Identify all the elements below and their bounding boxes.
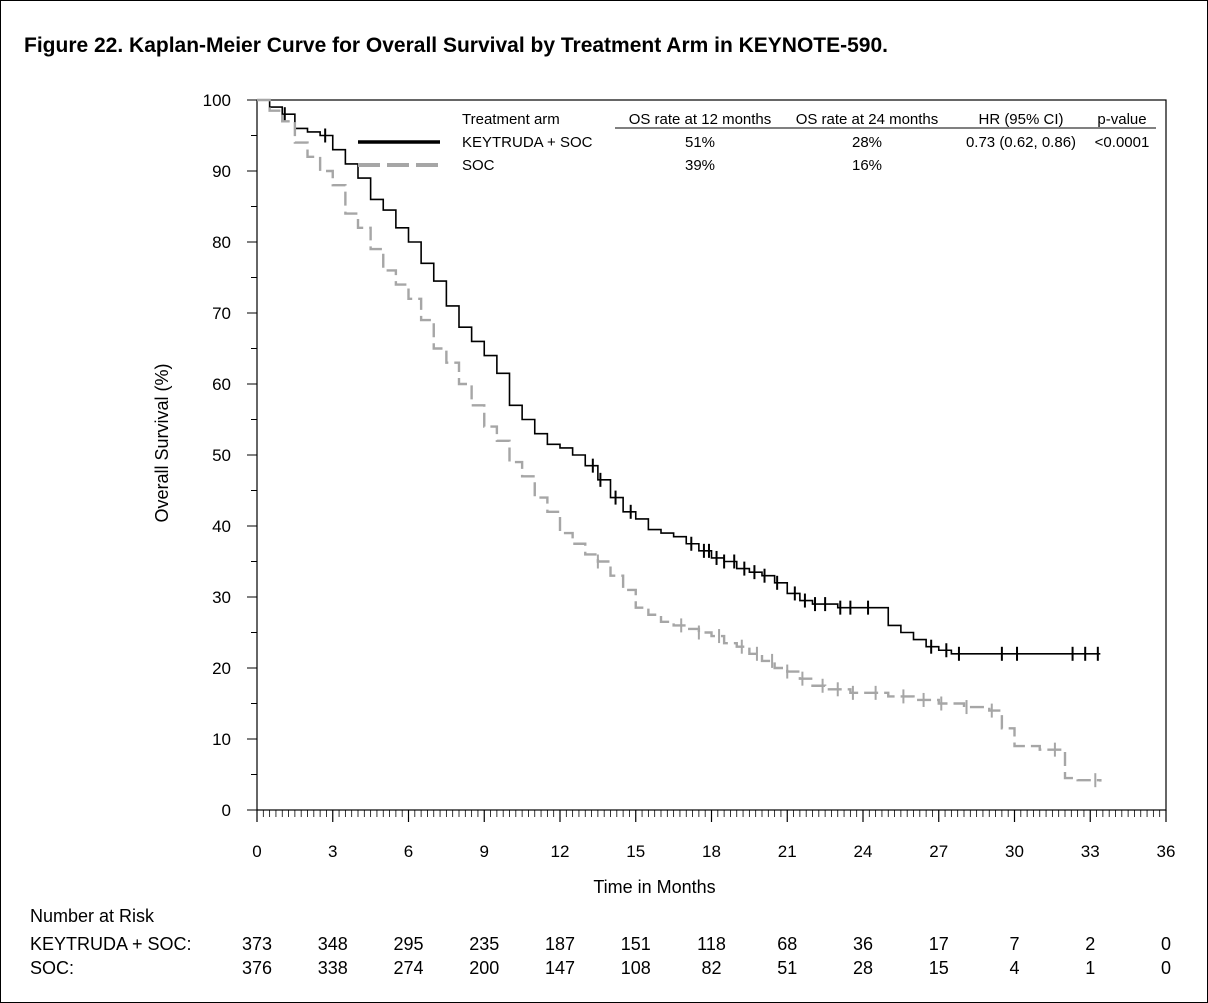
y-tick-label: 80 bbox=[212, 233, 231, 252]
y-tick-label: 40 bbox=[212, 517, 231, 536]
x-tick-label: 15 bbox=[626, 842, 645, 861]
y-tick-label: 30 bbox=[212, 588, 231, 607]
x-tick-label: 33 bbox=[1081, 842, 1100, 861]
y-tick-label: 60 bbox=[212, 375, 231, 394]
plot-area bbox=[256, 99, 1167, 811]
risk-value: 28 bbox=[853, 958, 873, 978]
legend-cell-os12: 51% bbox=[685, 134, 715, 151]
x-tick-label: 18 bbox=[702, 842, 721, 861]
risk-value: 108 bbox=[621, 958, 651, 978]
legend-cell-arm: SOC bbox=[462, 157, 495, 174]
risk-value: 36 bbox=[853, 934, 873, 954]
risk-value: 338 bbox=[318, 958, 348, 978]
x-tick-label: 36 bbox=[1157, 842, 1176, 861]
risk-value: 118 bbox=[697, 934, 726, 954]
plot-border bbox=[256, 99, 1167, 811]
legend-header: Treatment arm bbox=[462, 111, 560, 128]
risk-value: 295 bbox=[393, 934, 423, 954]
risk-value: 187 bbox=[545, 934, 575, 954]
x-tick-label: 3 bbox=[328, 842, 337, 861]
risk-value: 373 bbox=[242, 934, 272, 954]
legend-cell-os12: 39% bbox=[685, 157, 715, 174]
risk-value: 200 bbox=[469, 958, 499, 978]
risk-value: 151 bbox=[621, 934, 651, 954]
legend-cell-arm: KEYTRUDA + SOC bbox=[462, 134, 593, 151]
risk-value: 82 bbox=[701, 958, 721, 978]
x-axis-title: Time in Months bbox=[593, 877, 715, 897]
risk-value: 15 bbox=[929, 958, 949, 978]
risk-value: 376 bbox=[242, 958, 272, 978]
risk-value: 0 bbox=[1161, 934, 1171, 954]
figure-title: Figure 22. Kaplan-Meier Curve for Overal… bbox=[24, 34, 888, 57]
legend-cell-p: <0.0001 bbox=[1095, 134, 1150, 151]
y-tick-label: 0 bbox=[222, 801, 231, 820]
y-tick-label: 10 bbox=[212, 730, 231, 749]
risk-value: 17 bbox=[929, 934, 949, 954]
legend-header: OS rate at 12 months bbox=[629, 111, 772, 128]
risk-value: 2 bbox=[1085, 934, 1095, 954]
risk-value: 68 bbox=[777, 934, 797, 954]
soc-survival-line bbox=[257, 98, 1102, 782]
y-tick-label: 50 bbox=[212, 446, 231, 465]
x-tick-label: 21 bbox=[778, 842, 797, 861]
x-tick-label: 9 bbox=[480, 842, 489, 861]
risk-value: 1 bbox=[1085, 958, 1095, 978]
y-tick-label: 70 bbox=[212, 304, 231, 323]
x-tick-label: 6 bbox=[404, 842, 413, 861]
risk-value: 147 bbox=[545, 958, 575, 978]
risk-value: 348 bbox=[318, 934, 348, 954]
risk-value: 274 bbox=[393, 958, 423, 978]
legend-header: p-value bbox=[1097, 111, 1146, 128]
legend-cell-os24: 28% bbox=[852, 134, 882, 151]
y-tick-label: 20 bbox=[212, 659, 231, 678]
legend: Treatment arm OS rate at 12 months OS rate… bbox=[358, 111, 1156, 174]
legend-cell-os24: 16% bbox=[852, 157, 882, 174]
risk-table-title: Number at Risk bbox=[30, 906, 155, 926]
soc-curve-group bbox=[257, 98, 1102, 788]
risk-row-label: SOC: bbox=[30, 958, 74, 978]
x-tick-label: 27 bbox=[929, 842, 948, 861]
x-tick-label: 24 bbox=[854, 842, 873, 861]
risk-value: 4 bbox=[1009, 958, 1019, 978]
keytruda-survival-line bbox=[257, 99, 1101, 655]
survival-curves bbox=[257, 98, 1102, 788]
x-tick-label: 0 bbox=[252, 842, 261, 861]
legend-cell-hr: 0.73 (0.62, 0.86) bbox=[966, 134, 1076, 151]
y-tick-label: 100 bbox=[203, 91, 231, 110]
legend-header: HR (95% CI) bbox=[978, 111, 1063, 128]
risk-value: 51 bbox=[777, 958, 797, 978]
risk-value: 7 bbox=[1009, 934, 1019, 954]
risk-row-label: KEYTRUDA + SOC: bbox=[30, 934, 192, 954]
legend-header: OS rate at 24 months bbox=[796, 111, 939, 128]
y-axis-title: Overall Survival (%) bbox=[152, 363, 172, 522]
risk-value: 235 bbox=[469, 934, 499, 954]
risk-value: 0 bbox=[1161, 958, 1171, 978]
y-tick-label: 90 bbox=[212, 162, 231, 181]
keytruda-curve-group bbox=[257, 99, 1101, 661]
x-tick-label: 30 bbox=[1005, 842, 1024, 861]
x-tick-label: 12 bbox=[551, 842, 570, 861]
